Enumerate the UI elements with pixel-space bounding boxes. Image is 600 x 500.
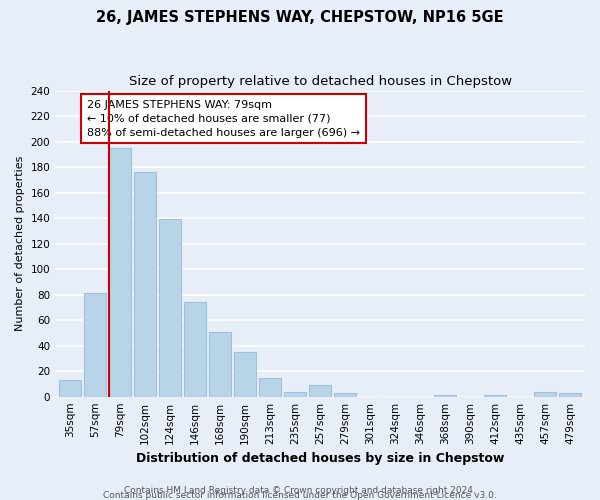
- Bar: [334, 393, 356, 396]
- Bar: [159, 220, 181, 396]
- Text: Contains public sector information licensed under the Open Government Licence v3: Contains public sector information licen…: [103, 491, 497, 500]
- Bar: [184, 302, 206, 396]
- Bar: [109, 148, 131, 396]
- Bar: [259, 378, 281, 396]
- Bar: [209, 332, 232, 396]
- Text: 26 JAMES STEPHENS WAY: 79sqm
← 10% of detached houses are smaller (77)
88% of se: 26 JAMES STEPHENS WAY: 79sqm ← 10% of de…: [87, 100, 360, 138]
- Y-axis label: Number of detached properties: Number of detached properties: [15, 156, 25, 332]
- Bar: [284, 392, 307, 396]
- Bar: [534, 392, 556, 396]
- Title: Size of property relative to detached houses in Chepstow: Size of property relative to detached ho…: [128, 75, 512, 88]
- Bar: [309, 385, 331, 396]
- Bar: [234, 352, 256, 397]
- Bar: [559, 393, 581, 396]
- X-axis label: Distribution of detached houses by size in Chepstow: Distribution of detached houses by size …: [136, 452, 504, 465]
- Bar: [134, 172, 157, 396]
- Text: Contains HM Land Registry data © Crown copyright and database right 2024.: Contains HM Land Registry data © Crown c…: [124, 486, 476, 495]
- Bar: [84, 294, 106, 397]
- Bar: [59, 380, 82, 396]
- Text: 26, JAMES STEPHENS WAY, CHEPSTOW, NP16 5GE: 26, JAMES STEPHENS WAY, CHEPSTOW, NP16 5…: [96, 10, 504, 25]
